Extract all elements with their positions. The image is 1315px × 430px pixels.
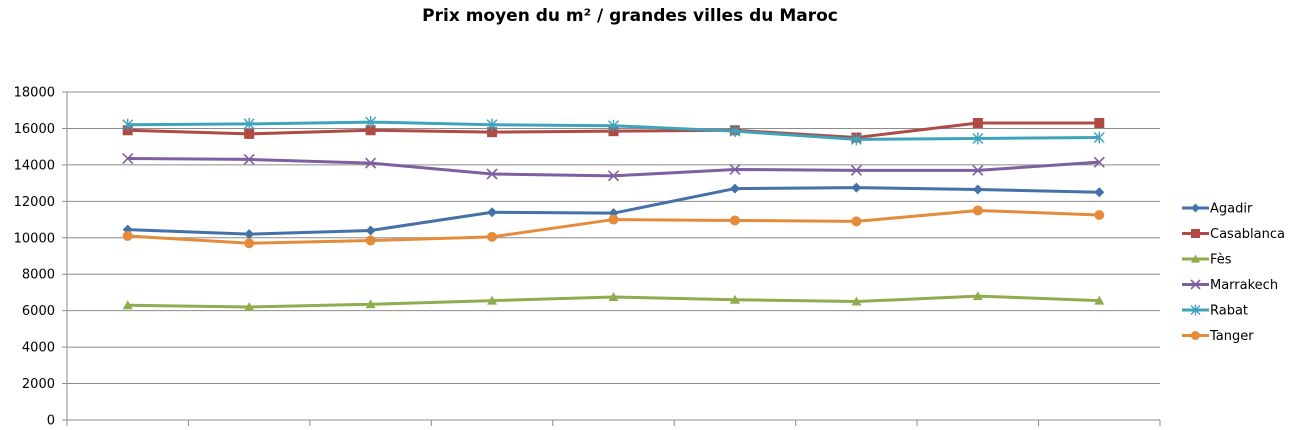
series-rabat (122, 116, 1105, 146)
series-fès (122, 291, 1105, 312)
data-point-marker (972, 164, 984, 176)
data-point-marker (122, 152, 134, 165)
data-point-marker (608, 214, 619, 225)
data-point-marker (729, 163, 741, 176)
data-point-marker (1191, 203, 1200, 213)
legend: Agadir Casablanca Fès Marrakech Rabat Tanger (1182, 202, 1285, 344)
legend-item: Casablanca (1182, 227, 1285, 242)
y-tick-label: 4000 (22, 341, 55, 356)
data-point-marker (972, 184, 983, 195)
gridlines (67, 91, 1160, 385)
data-point-marker (1093, 131, 1105, 144)
data-point-marker (486, 168, 498, 180)
y-tick-label: 14000 (14, 158, 55, 173)
data-point-marker (1094, 210, 1105, 220)
y-tick-label: 6000 (22, 304, 55, 319)
data-point-marker (972, 291, 983, 301)
chart-title: Prix moyen du m² / grandes villes du Mar… (422, 6, 838, 26)
legend-item: Marrakech (1182, 278, 1278, 293)
data-point-marker (972, 117, 983, 128)
data-point-marker (487, 127, 498, 138)
data-point-marker (365, 299, 376, 309)
data-point-marker (244, 229, 255, 240)
y-tick-label: 18000 (14, 86, 55, 101)
data-point-marker (365, 125, 376, 136)
data-point-marker (851, 296, 862, 306)
data-point-marker (487, 207, 498, 218)
data-point-marker (365, 225, 376, 236)
data-point-marker (486, 118, 498, 131)
data-point-marker (1094, 295, 1105, 305)
y-tick-label: 0 (47, 414, 55, 429)
legend-item: Tanger (1182, 329, 1254, 344)
y-tick-label: 2000 (22, 377, 55, 392)
data-point-marker (244, 302, 255, 312)
data-point-marker (1094, 117, 1105, 128)
data-point-marker (1094, 187, 1105, 198)
data-point-marker (1191, 229, 1200, 238)
data-point-marker (1093, 156, 1105, 168)
legend-label: Casablanca (1210, 227, 1285, 242)
data-point-marker (1191, 331, 1200, 340)
series-line (127, 157, 1100, 178)
y-tick-label: 12000 (14, 195, 55, 210)
data-point-marker (972, 205, 983, 216)
data-point-marker (122, 230, 133, 241)
data-point-marker (851, 182, 862, 193)
data-point-marker (244, 238, 255, 249)
data-point-marker (487, 231, 498, 242)
data-point-marker (729, 183, 740, 194)
data-point-marker (729, 125, 741, 138)
legend-label: Agadir (1210, 202, 1253, 217)
legend-label: Tanger (1209, 329, 1254, 344)
data-point-marker (1190, 304, 1201, 316)
data-point-marker (1191, 254, 1200, 263)
legend-label: Marrakech (1210, 278, 1278, 293)
y-tick-label: 10000 (14, 231, 55, 246)
data-point-marker (487, 295, 498, 305)
data-point-marker (244, 128, 255, 139)
data-point-marker (243, 117, 255, 130)
data-point-marker (365, 116, 377, 129)
legend-label: Fès (1210, 253, 1232, 268)
data-point-marker (1190, 279, 1201, 290)
legend-item: Agadir (1182, 202, 1253, 217)
y-tick-label: 16000 (14, 122, 55, 137)
y-tick-label: 8000 (22, 268, 55, 283)
series-lines (122, 116, 1105, 312)
legend-label: Rabat (1210, 304, 1248, 319)
data-point-marker (729, 215, 740, 226)
data-point-marker (850, 133, 862, 146)
legend-item: Rabat (1182, 304, 1248, 319)
data-point-marker (608, 292, 619, 301)
data-point-marker (365, 235, 376, 246)
data-point-marker (850, 164, 862, 176)
data-point-marker (243, 153, 255, 165)
data-point-marker (365, 157, 377, 169)
data-point-marker (122, 300, 133, 310)
axes: 0 2000 4000 6000 8000 10000 12000 14000 16000 180… (14, 86, 1161, 429)
data-point-marker (608, 119, 619, 132)
data-point-marker (122, 118, 134, 131)
data-point-marker (972, 132, 984, 145)
series-tanger (122, 205, 1105, 249)
series-marrakech (122, 152, 1105, 182)
data-point-marker (729, 294, 740, 304)
data-point-marker (607, 170, 620, 182)
legend-item: Fès (1182, 253, 1232, 268)
data-point-marker (851, 216, 862, 227)
